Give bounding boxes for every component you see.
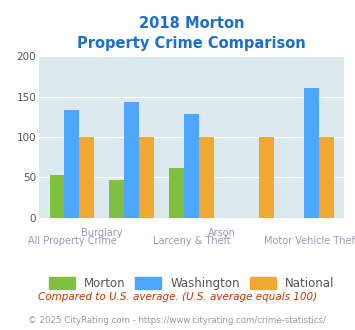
- Bar: [139, 137, 154, 218]
- Bar: [169, 168, 184, 218]
- Bar: [109, 180, 124, 218]
- Bar: [259, 137, 274, 218]
- Bar: [50, 175, 65, 218]
- Bar: [199, 137, 214, 218]
- Bar: [80, 137, 94, 218]
- Legend: Morton, Washington, National: Morton, Washington, National: [44, 272, 339, 295]
- Text: Motor Vehicle Theft: Motor Vehicle Theft: [264, 236, 355, 246]
- Text: All Property Crime: All Property Crime: [28, 236, 116, 246]
- Bar: [184, 114, 199, 218]
- Text: Compared to U.S. average. (U.S. average equals 100): Compared to U.S. average. (U.S. average …: [38, 292, 317, 302]
- Title: 2018 Morton
Property Crime Comparison: 2018 Morton Property Crime Comparison: [77, 16, 306, 51]
- Bar: [319, 137, 334, 218]
- Text: Burglary: Burglary: [81, 228, 123, 238]
- Text: Arson: Arson: [208, 228, 236, 238]
- Bar: [124, 102, 139, 218]
- Bar: [65, 110, 80, 218]
- Text: © 2025 CityRating.com - https://www.cityrating.com/crime-statistics/: © 2025 CityRating.com - https://www.city…: [28, 316, 327, 325]
- Bar: [304, 88, 319, 218]
- Text: Larceny & Theft: Larceny & Theft: [153, 236, 231, 246]
